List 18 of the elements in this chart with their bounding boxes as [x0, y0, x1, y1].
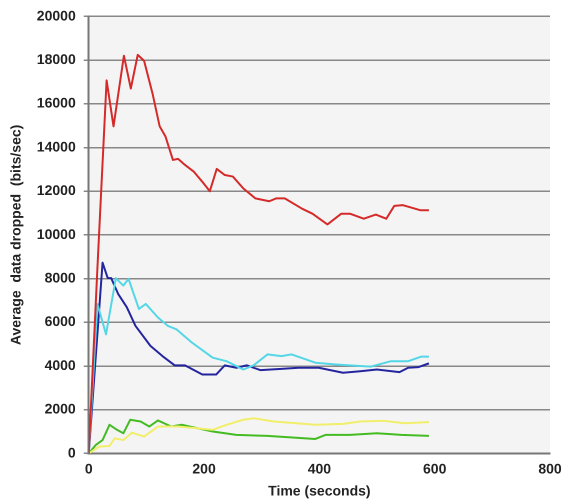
y-tick-label: 16000	[36, 94, 76, 111]
y-axis-title: Average data dropped (bits/sec)	[7, 124, 24, 346]
x-tick-label: 600	[423, 460, 447, 477]
y-tick-label: 0	[68, 444, 76, 460]
x-tick-label: 400	[308, 460, 332, 477]
y-tick-label: 4000	[44, 356, 76, 373]
x-axis-title: Time (seconds)	[268, 482, 371, 498]
y-tick-label: 2000	[44, 400, 76, 417]
x-tick-label: 0	[84, 460, 93, 477]
y-tick-label: 18000	[36, 50, 76, 67]
y-tick-label: 10000	[36, 226, 76, 242]
x-tick-label: 200	[192, 460, 216, 477]
y-tick-label: 14000	[36, 138, 76, 154]
y-tick-label: 12000	[36, 182, 76, 198]
x-tick-label: 800	[538, 460, 562, 477]
y-tick-label: 20000	[36, 7, 76, 24]
y-tick-label: 8000	[44, 269, 76, 286]
y-tick-label: 6000	[44, 313, 76, 330]
